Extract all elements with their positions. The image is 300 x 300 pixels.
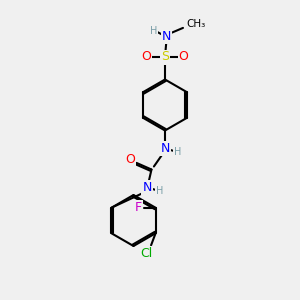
Text: H: H: [150, 26, 158, 36]
Text: O: O: [142, 50, 151, 64]
Text: N: N: [160, 142, 170, 155]
Text: H: H: [156, 186, 163, 196]
Text: CH₃: CH₃: [186, 19, 205, 29]
Text: O: O: [125, 153, 135, 167]
Text: N: N: [142, 181, 152, 194]
Text: H: H: [174, 147, 181, 157]
Text: S: S: [161, 50, 169, 64]
Text: F: F: [135, 201, 142, 214]
Text: N: N: [162, 29, 171, 43]
Text: Cl: Cl: [140, 247, 153, 260]
Text: O: O: [179, 50, 188, 64]
